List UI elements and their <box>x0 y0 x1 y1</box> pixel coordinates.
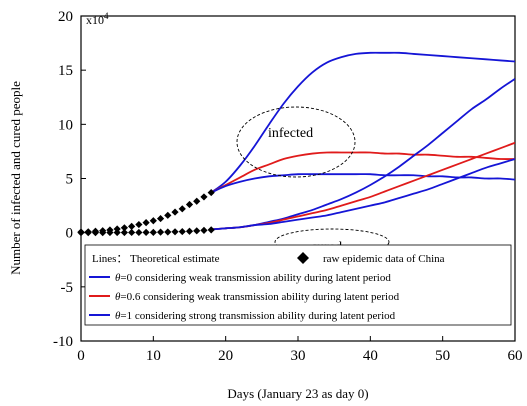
axis-ticks: 0 10 20 30 40 50 60 -10 -5 0 5 10 15 20 <box>53 9 523 364</box>
legend-marker-label: raw epidemic data of China <box>323 253 445 265</box>
legend-theta-symbol-2: θ <box>115 310 121 322</box>
legend: Lines： Theoretical estimate raw epidemic… <box>84 244 512 326</box>
raw-data-point-cured <box>200 226 208 234</box>
legend-theta-symbol-0: θ <box>115 272 121 284</box>
legend-text-2: =1 considering strong transmission abili… <box>120 310 395 322</box>
raw-data-point-infected <box>142 218 150 227</box>
raw-data-point-infected <box>156 214 165 223</box>
legend-entry-theta0: θ=0 considering weak transmission abilit… <box>115 272 391 284</box>
x-tick-label: 20 <box>218 348 233 364</box>
y-tick-label: 15 <box>58 63 73 79</box>
legend-entry-theta06: θ=0.6 considering weak transmission abil… <box>115 291 400 303</box>
raw-data-point-infected <box>135 220 143 229</box>
raw-data-point-infected <box>185 200 194 209</box>
x-tick-label: 60 <box>508 348 523 364</box>
raw-data-point-cured <box>128 228 136 237</box>
raw-data-point-cured <box>91 229 100 237</box>
raw-data-point-infected <box>178 205 186 213</box>
raw-data-point-infected <box>193 197 201 205</box>
series-layer <box>210 51 515 231</box>
series-line-infected-1 <box>210 151 515 194</box>
y-tick-label: 0 <box>66 226 74 242</box>
raw-data-point-cured <box>193 227 201 235</box>
raw-data-point-cured <box>84 229 92 237</box>
raw-data-point-cured <box>135 228 143 237</box>
series-line-infected-0 <box>210 51 515 194</box>
y-tick-label: 20 <box>58 9 73 25</box>
x-tick-label: 40 <box>363 348 378 364</box>
raw-data-point-cured <box>149 228 157 236</box>
raw-data-point-cured <box>207 226 215 234</box>
x-tick-label: 10 <box>146 348 161 364</box>
series-line-cured-4 <box>211 141 515 231</box>
legend-text-1: =0.6 considering weak transmission abili… <box>120 291 399 303</box>
y-multiplier: x104 <box>86 11 109 27</box>
raw-data-point-cured <box>185 227 194 235</box>
y-tick-label: -10 <box>53 334 73 350</box>
raw-data-point-cured <box>113 228 121 237</box>
raw-data-point-cured <box>156 228 165 236</box>
legend-diamond-marker <box>297 252 309 264</box>
raw-data-point-cured <box>106 228 114 237</box>
legend-text-0: =0 considering weak transmission ability… <box>120 272 391 284</box>
raw-data-point-cured <box>120 228 128 237</box>
raw-data-layer <box>77 188 215 237</box>
y-tick-label: 5 <box>66 172 74 188</box>
series-line-infected-2 <box>210 173 515 194</box>
x-axis-title: Days (January 23 as day 0) <box>227 386 368 401</box>
x-tick-label: 30 <box>291 348 306 364</box>
raw-data-point-cured <box>142 228 150 236</box>
legend-header: Lines： Theoretical estimate <box>92 253 220 265</box>
raw-data-point-cured <box>164 228 172 236</box>
raw-data-point-infected <box>200 193 208 201</box>
legend-theta-symbol-1: θ <box>115 291 121 303</box>
raw-data-point-infected <box>128 222 136 230</box>
raw-data-point-cured <box>77 229 85 237</box>
raw-data-point-infected <box>149 217 157 225</box>
y-multiplier-exponent: 4 <box>104 11 109 21</box>
y-tick-label: 10 <box>58 117 73 133</box>
legend-entry-theta1: θ=1 considering strong transmission abil… <box>115 310 396 322</box>
raw-data-point-infected <box>207 188 215 197</box>
y-axis-title: Number of infected and cured people <box>8 81 23 275</box>
x-tick-label: 50 <box>435 348 450 364</box>
raw-data-point-cured <box>171 228 179 236</box>
raw-data-point-cured <box>99 229 107 237</box>
raw-data-point-infected <box>164 211 172 219</box>
y-multiplier-base: x10 <box>86 13 104 27</box>
raw-data-point-infected <box>120 224 128 232</box>
y-tick-label: -5 <box>61 280 74 296</box>
infected-ellipse <box>236 106 356 178</box>
series-line-cured-5 <box>211 158 515 231</box>
raw-data-point-infected <box>171 208 179 216</box>
x-tick-label: 0 <box>77 348 85 364</box>
annotation-infected: infected <box>268 126 313 141</box>
raw-data-point-cured <box>178 227 186 236</box>
